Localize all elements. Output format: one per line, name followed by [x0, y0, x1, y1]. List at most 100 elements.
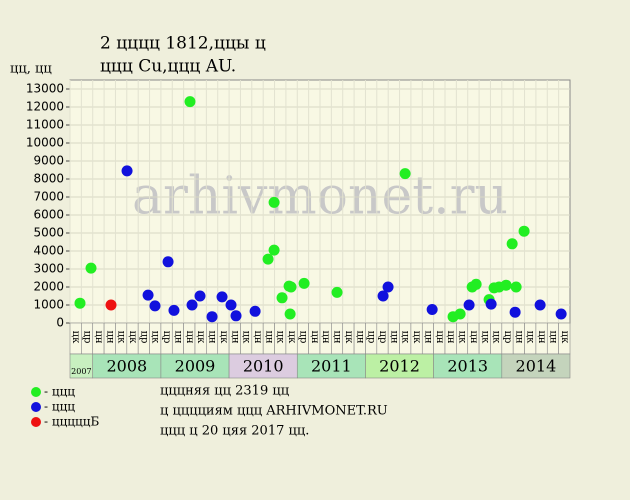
legend-label: - ццц: [44, 385, 75, 399]
x-tick-label: цк: [411, 331, 422, 344]
point: [399, 168, 411, 180]
note: ццц ц 20 цяя 2017 цц.: [160, 424, 309, 439]
legend-label: - ццц: [44, 400, 75, 414]
legend-marker: [31, 417, 41, 427]
point: [225, 299, 237, 311]
point: [506, 238, 518, 250]
x-tick-label: цн: [207, 330, 218, 343]
x-tick-label: цн: [434, 330, 445, 343]
point: [216, 291, 228, 303]
point: [454, 308, 466, 320]
x-tick-label: цк: [195, 331, 206, 344]
y-tick-label: 11000: [26, 118, 64, 132]
x-tick-label: цн: [184, 330, 195, 343]
y-tick-label: 7000: [33, 190, 64, 204]
point: [249, 305, 261, 317]
legend-marker: [31, 402, 41, 412]
y-axis-label: цц, цц: [10, 62, 52, 77]
x-tick-label: цк: [70, 331, 81, 344]
point: [74, 297, 86, 309]
x-tick-label: цн: [536, 330, 547, 343]
point: [105, 299, 117, 311]
note: цццняя цц 2319 цц: [160, 384, 289, 399]
year-label: 2011: [311, 357, 352, 376]
y-tick-label: 6000: [33, 208, 64, 222]
point: [509, 306, 521, 318]
point: [534, 299, 546, 311]
year-label: 2010: [243, 357, 284, 376]
x-tick-label: цр: [297, 331, 308, 344]
x-tick-label: цр: [138, 331, 149, 344]
point: [276, 292, 288, 304]
x-tick-label: цк: [491, 331, 502, 344]
year-band: [433, 353, 503, 379]
point: [162, 256, 174, 268]
point: [485, 298, 497, 310]
year-label: 2012: [379, 357, 420, 376]
y-tick-label: 8000: [33, 172, 64, 186]
x-tick-label: цн: [513, 330, 524, 343]
point: [85, 262, 97, 274]
point: [426, 304, 438, 315]
point: [121, 165, 133, 177]
x-tick-label: цн: [388, 330, 399, 343]
point: [331, 286, 343, 298]
point: [194, 290, 206, 302]
x-tick-label: цн: [332, 330, 343, 343]
year-band: [160, 353, 230, 379]
point: [230, 310, 242, 322]
y-tick-label: 12000: [26, 100, 64, 114]
point: [268, 244, 280, 256]
x-tick-label: цн: [104, 330, 115, 343]
point: [463, 299, 475, 311]
point: [555, 308, 567, 320]
x-tick-label: цн: [468, 330, 479, 343]
y-tick-label: 13000: [26, 82, 64, 96]
y-tick-label: 5000: [33, 226, 64, 240]
point: [149, 300, 161, 312]
year-label: 2014: [516, 357, 557, 376]
x-tick-label: цр: [82, 331, 93, 344]
point: [500, 279, 512, 291]
point: [206, 311, 218, 323]
year-label: 2013: [447, 357, 488, 376]
note: ц цццциям ццц ARHIVMONET.RU: [160, 404, 388, 419]
x-tick-label: цн: [354, 330, 365, 343]
point: [168, 304, 180, 316]
year-band: [228, 353, 298, 379]
year-band: [365, 353, 434, 379]
x-tick-label: цк: [150, 331, 161, 344]
x-tick-label: цр: [377, 331, 388, 344]
x-tick-label: цн: [309, 330, 320, 343]
year-label: 2007: [71, 367, 91, 376]
x-tick-label: цк: [457, 331, 468, 344]
x-tick-label: цн: [172, 330, 183, 343]
point: [382, 281, 394, 293]
point: [510, 281, 522, 293]
x-tick-label: цк: [343, 331, 354, 344]
x-tick-label: цн: [320, 330, 331, 343]
point: [142, 289, 154, 301]
y-tick-label: 1000: [33, 298, 64, 312]
x-tick-label: цк: [275, 331, 286, 344]
x-tick-label: цн: [263, 330, 274, 343]
x-tick-label: цк: [286, 331, 297, 344]
y-tick-label: 4000: [33, 244, 64, 258]
y-tick-label: 0: [56, 316, 64, 330]
point: [298, 277, 310, 289]
year-band: [92, 353, 162, 379]
point: [268, 196, 280, 208]
x-tick-label: цк: [559, 331, 570, 344]
x-tick-label: цк: [218, 331, 229, 344]
x-tick-label: цн: [445, 330, 456, 343]
x-tick-label: цк: [400, 331, 411, 344]
point: [470, 278, 482, 290]
chart-title: 2 цццц 1812,ццы ц: [100, 34, 266, 54]
x-tick-label: цк: [479, 331, 490, 344]
year-band: [296, 353, 366, 379]
point: [285, 281, 297, 293]
point: [284, 308, 296, 320]
year-label: 2008: [106, 357, 147, 376]
y-tick-label: 9000: [33, 154, 64, 168]
